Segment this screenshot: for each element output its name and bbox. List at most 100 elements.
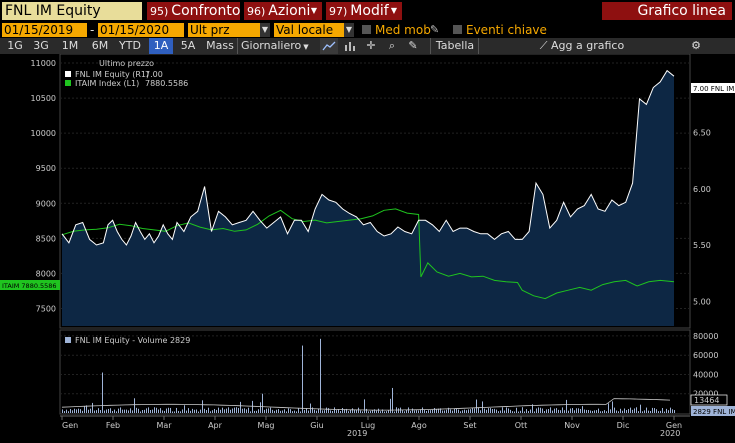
modif-button[interactable]: 97) Modif ▼ bbox=[326, 2, 402, 20]
volume-bar bbox=[520, 410, 521, 413]
volume-bar bbox=[526, 409, 527, 413]
left-axis-ticks: 7500 8000 8500 9000 9500 10000 10500 11000 bbox=[31, 59, 56, 313]
volume-bar bbox=[442, 410, 443, 413]
index-series-line[interactable] bbox=[61, 208, 675, 300]
range-tab-mass[interactable]: Mass bbox=[203, 38, 238, 54]
currency-select[interactable]: Val locale ▼ bbox=[274, 23, 354, 37]
range-tab-3g[interactable]: 3G bbox=[33, 39, 49, 52]
volume-bar bbox=[446, 409, 447, 413]
chart-area: 7500 8000 8500 9000 9500 10000 10500 11000 5.00… bbox=[0, 54, 735, 443]
gear-icon[interactable]: ⚙ bbox=[691, 39, 701, 52]
table-button[interactable]: Tabella bbox=[432, 38, 479, 54]
volume-bar bbox=[574, 410, 575, 413]
crosshair-icon[interactable]: ✛ bbox=[366, 39, 376, 52]
month-label: Feb bbox=[106, 421, 120, 430]
volume-bar bbox=[240, 401, 241, 413]
volume-bar bbox=[226, 408, 227, 413]
volume-bar bbox=[330, 410, 331, 413]
confronto-number: 95) bbox=[150, 5, 169, 18]
range-tab-6m[interactable]: 6M bbox=[91, 39, 109, 52]
volume-bar bbox=[450, 409, 451, 413]
range-tab-ytd[interactable]: YTD bbox=[119, 39, 141, 52]
left-tick-label: 9500 bbox=[36, 164, 56, 173]
volume-bar bbox=[76, 409, 77, 413]
frequency-select[interactable]: Giornaliero ▼ bbox=[241, 38, 313, 54]
volume-bar bbox=[558, 409, 559, 413]
start-date-field[interactable]: 01/15/2019 bbox=[2, 23, 87, 37]
volume-bar bbox=[346, 408, 347, 413]
volume-panel[interactable] bbox=[59, 329, 691, 415]
volume-bar bbox=[100, 410, 101, 413]
volume-bar bbox=[518, 411, 519, 413]
volume-bar bbox=[434, 408, 435, 413]
right-tick-label: 6.50 bbox=[693, 129, 711, 138]
volume-bar bbox=[210, 411, 211, 413]
volume-bar bbox=[214, 408, 215, 413]
chevron-down-icon: ▼ bbox=[310, 6, 317, 15]
volume-bar bbox=[506, 407, 507, 413]
volume-bar bbox=[628, 409, 629, 413]
volume-bar bbox=[474, 408, 475, 413]
ticker-field[interactable]: FNL IM Equity bbox=[2, 2, 142, 20]
volume-bar bbox=[302, 345, 303, 413]
volume-bar bbox=[394, 411, 395, 413]
volume-bar bbox=[556, 408, 557, 413]
volume-tick-label: 20000 bbox=[693, 390, 718, 399]
range-tab-5a[interactable]: 5A bbox=[180, 39, 196, 52]
volume-bar bbox=[338, 409, 339, 413]
volume-bar bbox=[200, 409, 201, 413]
volume-bar bbox=[174, 411, 175, 413]
volume-last-tag bbox=[691, 406, 735, 416]
month-label: Set bbox=[463, 421, 476, 430]
eventi-label: Eventi chiave bbox=[466, 23, 547, 37]
draw-icon[interactable]: ✎ bbox=[408, 39, 418, 52]
volume-bar bbox=[402, 410, 403, 413]
right-axis-ticks: 5.00 5.50 6.00 6.50 bbox=[693, 129, 711, 307]
chart-type-title[interactable]: Grafico linea bbox=[602, 2, 732, 20]
azioni-button[interactable]: 96) Azioni ▼ bbox=[244, 2, 322, 20]
confronto-button[interactable]: 95) Confronto bbox=[147, 2, 240, 20]
volume-bar bbox=[376, 410, 377, 413]
volume-bar bbox=[266, 408, 267, 413]
range-tab-1m[interactable]: 1M bbox=[61, 39, 79, 52]
volume-bar bbox=[68, 411, 69, 413]
volume-bar bbox=[334, 407, 335, 413]
volume-bar bbox=[476, 399, 477, 413]
volume-bar bbox=[122, 409, 123, 413]
range-bar: 1G 3G 1M 6M YTD 1A 5A Mass Giornaliero ▼ … bbox=[0, 38, 735, 54]
date-bar: 01/15/2019 - 01/15/2020 Ult prz ▼ Val lo… bbox=[0, 22, 735, 38]
eventi-checkbox[interactable] bbox=[453, 25, 462, 34]
volume-bar bbox=[208, 407, 209, 413]
end-date-field[interactable]: 01/15/2020 bbox=[98, 23, 184, 37]
line-chart-icon[interactable] bbox=[320, 38, 338, 54]
range-tab-1g[interactable]: 1G bbox=[7, 39, 23, 52]
volume-bar bbox=[202, 400, 203, 413]
volume-bar bbox=[252, 400, 253, 413]
chevron-down-icon: ▼ bbox=[260, 23, 270, 37]
volume-bar bbox=[490, 408, 491, 413]
med-mob-checkbox[interactable] bbox=[362, 25, 371, 34]
volume-bar bbox=[218, 407, 219, 413]
volume-bar bbox=[614, 407, 615, 413]
range-tab-1a[interactable]: 1A bbox=[149, 38, 173, 54]
add-to-chart-button[interactable]: ⟋ Agg a grafico bbox=[536, 38, 628, 54]
field-select[interactable]: Ult prz ▼ bbox=[188, 23, 270, 37]
volume-bar bbox=[292, 411, 293, 413]
volume-bar bbox=[312, 407, 313, 413]
volume-bar bbox=[328, 408, 329, 413]
volume-bar bbox=[462, 410, 463, 413]
volume-bar bbox=[170, 407, 171, 413]
volume-bar bbox=[422, 407, 423, 413]
volume-bar bbox=[512, 411, 513, 413]
volume-bar bbox=[306, 408, 307, 413]
volume-bar bbox=[300, 411, 301, 413]
volume-bar bbox=[516, 407, 517, 413]
bar-chart-icon[interactable] bbox=[341, 38, 359, 54]
volume-bar bbox=[622, 410, 623, 413]
volume-bar bbox=[576, 408, 577, 413]
index-last-label: ITAIM 7880.5586 bbox=[2, 282, 57, 290]
pencil-icon[interactable]: ✎ bbox=[430, 23, 440, 36]
price-series-line[interactable] bbox=[61, 69, 675, 246]
legend-swatch-price bbox=[65, 71, 71, 77]
zoom-icon[interactable]: ⌕ bbox=[388, 39, 396, 52]
